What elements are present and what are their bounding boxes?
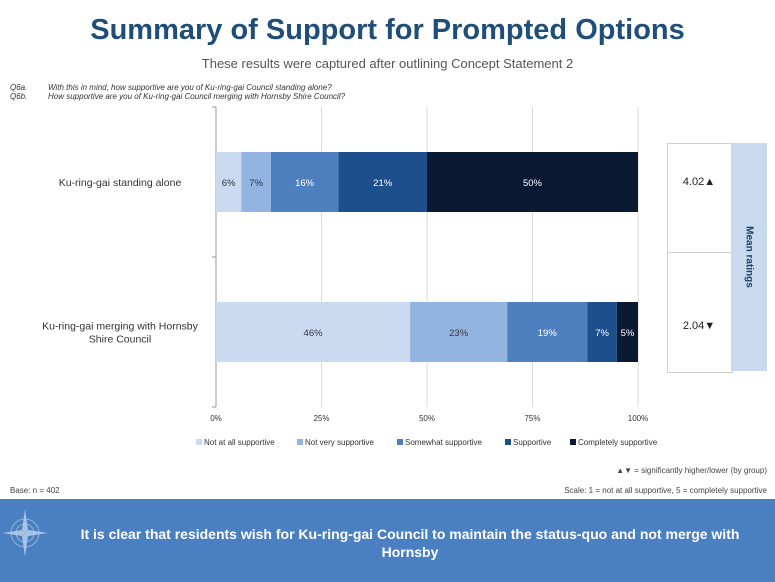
page-title: Summary of Support for Prompted Options <box>90 14 685 46</box>
data-label: 50% <box>523 178 543 189</box>
data-label: 19% <box>538 328 558 339</box>
base-note: Base: n = 402 <box>10 486 60 495</box>
legend-label: Not at all supportive <box>204 438 275 447</box>
data-label: 6% <box>222 178 236 189</box>
significance-note: ▲▼ = significantly higher/lower (by grou… <box>616 466 767 475</box>
legend-label: Somewhat supportive <box>405 438 482 447</box>
question-text: How supportive are you of Ku-ring-gai Co… <box>48 92 346 101</box>
x-tick-label: 75% <box>524 414 540 423</box>
legend-swatch <box>570 439 576 445</box>
bar-segment <box>216 302 411 362</box>
bar-segment <box>338 152 427 212</box>
data-label: 23% <box>449 328 469 339</box>
mean-rating-merging: 2.04▼ <box>682 320 716 332</box>
mean-ratings-strip <box>731 143 767 371</box>
mean-ratings-box <box>667 143 733 373</box>
question-q6b: Q6b. How supportive are you of Ku-ring-ga… <box>10 92 345 101</box>
legend-swatch <box>505 439 511 445</box>
legend-swatch <box>297 439 303 445</box>
mean-rating-standing-alone: 4.02▲ <box>682 176 716 188</box>
x-tick-label: 50% <box>419 414 435 423</box>
question-code: Q6b. <box>10 92 28 101</box>
data-label: 21% <box>373 178 393 189</box>
legend-swatch <box>196 439 202 445</box>
mean-divider <box>667 252 731 253</box>
stacked-bar-chart: 0% 25% 50% 75% 100% Ku-ring-gai standing alon… <box>42 106 658 447</box>
x-tick-label: 0% <box>210 414 222 423</box>
bar-segment <box>241 152 271 212</box>
bar-segment <box>616 302 638 362</box>
bar-segment <box>587 302 617 362</box>
bar-segment <box>216 152 242 212</box>
data-label: 5% <box>621 328 635 339</box>
page-subtitle: These results were captured after outlin… <box>201 56 574 71</box>
bar-segment <box>427 152 638 212</box>
compass-icon <box>2 509 48 557</box>
question-q6a: Q6a. With this in mind, how supportive ar… <box>10 83 332 92</box>
legend-label: Supportive <box>513 438 552 447</box>
data-label: 7% <box>249 178 263 189</box>
conclusion-text: It is clear that residents wish for Ku-r… <box>80 526 740 560</box>
question-code: Q6a. <box>10 83 28 92</box>
data-label: 46% <box>304 328 324 339</box>
bar-segment <box>410 302 508 362</box>
category-label: Ku-ring-gai merging with Hornsby Shire Co… <box>42 321 199 346</box>
scale-note: Scale: 1 = not at all supportive, 5 = co… <box>564 486 767 495</box>
question-text: With this in mind, how supportive are yo… <box>48 83 332 92</box>
category-label: Ku-ring-gai standing alone <box>59 177 182 189</box>
bar-segment <box>507 302 588 362</box>
x-tick-label: 100% <box>628 414 648 423</box>
legend-label: Completely supportive <box>578 438 658 447</box>
legend-label: Not very supportive <box>305 438 374 447</box>
conclusion-banner <box>0 499 775 582</box>
x-tick-label: 25% <box>313 414 329 423</box>
bar-segment <box>270 152 339 212</box>
data-label: 7% <box>595 328 609 339</box>
legend-swatch <box>397 439 403 445</box>
data-label: 16% <box>295 178 315 189</box>
mean-ratings-label: Mean ratings <box>743 226 755 288</box>
